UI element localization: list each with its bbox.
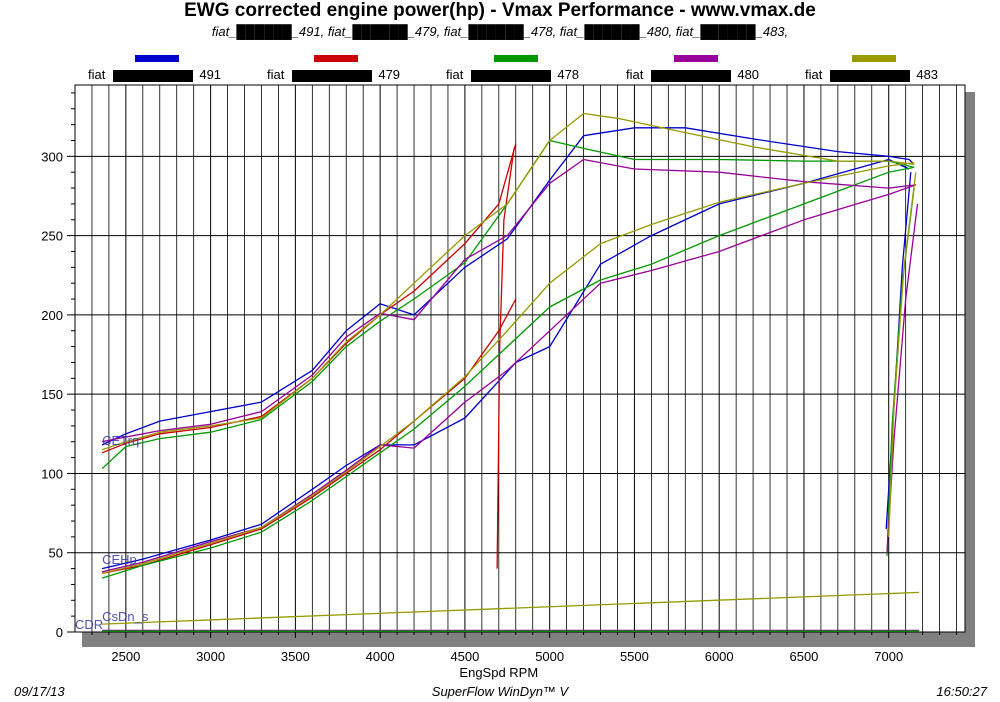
x-tick-label: 7000 [874,649,903,664]
curve-label: CDR [75,617,103,632]
series-line [496,148,515,569]
axis-ticks [67,92,958,638]
series-line [101,166,915,579]
legend-label-479: fiat 479 [267,67,400,82]
curve-label: CETrq [102,433,139,448]
plot-area [74,84,966,633]
series-line [101,158,910,570]
series-line [101,143,517,454]
legend-redaction [292,69,373,82]
legend-label-480: fiat 480 [626,67,759,82]
y-tick-label: 250 [41,229,63,244]
legend-suffix: 480 [737,67,760,82]
x-tick-label: 5000 [535,649,564,664]
series-group [101,112,920,632]
legend-prefix: fiat [805,67,823,82]
legend-swatch-483 [852,55,896,62]
legend-suffix: 478 [557,67,580,82]
legend-suffix: 483 [916,67,939,82]
y-tick-label: 50 [49,546,63,561]
legend-redaction [471,69,552,82]
legend-redaction [113,69,194,82]
legend-suffix: 491 [199,67,222,82]
x-axis-label: EngSpd RPM [459,665,538,680]
x-tick-label: 3000 [196,649,225,664]
series-line [888,172,917,537]
x-tick-label: 3500 [281,649,310,664]
series-line [101,139,915,470]
y-tick-label: 200 [41,308,63,323]
x-tick-label: 4500 [450,649,479,664]
legend-prefix: fiat [267,67,285,82]
chart-subtitle: fiat_██████_491, fiat_██████_479, fiat_█… [211,24,789,39]
axis-labels: 0 50 100 150 200 250 300 2500 3000 3500 4000 4500 50… [41,149,903,680]
series-line [101,184,917,573]
x-tick-label: 6000 [705,649,734,664]
legend-redaction [830,69,911,82]
series-line [101,162,915,574]
curve-label: CEHp [102,552,137,567]
y-tick-label: 150 [41,387,63,402]
series-line [885,172,912,529]
plot-shadow [82,92,975,647]
legend-swatch-479 [314,55,358,62]
y-tick-label: 300 [41,149,63,164]
curve-label: CsDn_s [102,609,149,624]
series-line [102,591,920,625]
legend-prefix: fiat [626,67,644,82]
series-line [886,203,919,553]
legend-label-478: fiat 478 [446,67,579,82]
legend-redaction [651,69,732,82]
series-line [101,127,915,446]
x-tick-label: 5500 [620,649,649,664]
grid [75,85,965,633]
x-tick-label: 4000 [366,649,395,664]
footer-time: 16:50:27 [936,684,987,699]
footer-date: 09/17/13 [14,684,65,699]
legend-suffix: 479 [378,67,401,82]
series-line [101,298,517,574]
legend-swatch-478 [494,55,538,62]
footer-software: SuperFlow WinDyn™ V [431,684,569,699]
series-line [101,112,915,451]
legend-label-491: fiat 491 [88,67,221,82]
chart-title: EWG corrected engine power(hp) - Vmax Pe… [184,0,816,21]
x-tick-label: 2500 [111,649,140,664]
legend-label-483: fiat 483 [805,67,938,82]
legend-swatch-480 [674,55,718,62]
series-line [886,188,915,556]
series-line [101,158,916,443]
legend-prefix: fiat [446,67,464,82]
x-tick-label: 6500 [789,649,818,664]
legend-swatch-491 [135,55,179,62]
legend-prefix: fiat [88,67,106,82]
y-tick-label: 100 [41,466,63,481]
y-tick-label: 0 [56,625,63,640]
